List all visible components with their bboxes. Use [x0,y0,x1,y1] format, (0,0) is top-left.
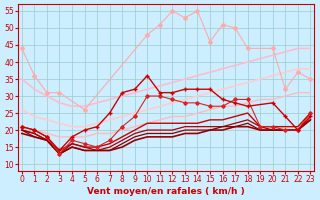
X-axis label: Vent moyen/en rafales ( km/h ): Vent moyen/en rafales ( km/h ) [87,187,245,196]
